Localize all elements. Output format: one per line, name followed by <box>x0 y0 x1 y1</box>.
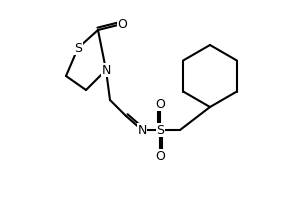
Text: S: S <box>156 123 164 136</box>
Text: O: O <box>117 18 127 30</box>
Text: O: O <box>155 150 165 162</box>
Text: N: N <box>137 123 147 136</box>
Text: S: S <box>74 42 82 54</box>
Text: N: N <box>101 64 111 76</box>
Text: O: O <box>155 98 165 110</box>
